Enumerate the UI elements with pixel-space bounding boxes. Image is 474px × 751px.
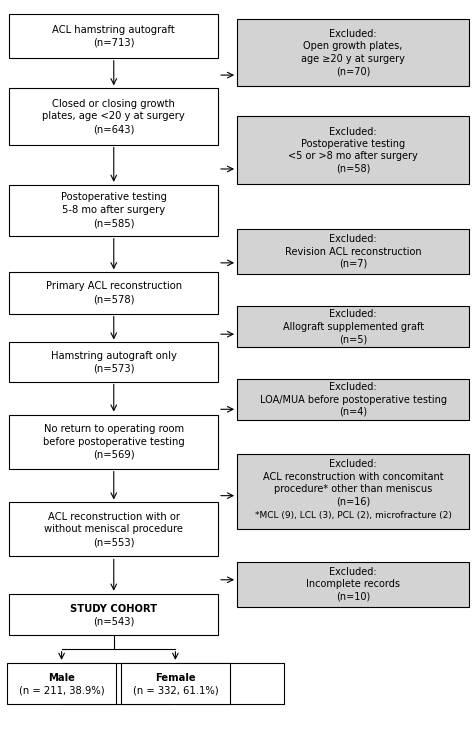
Text: Excluded:
ACL reconstruction with concomitant
procedure* other than meniscus
(n=: Excluded: ACL reconstruction with concom… [263, 460, 444, 506]
FancyBboxPatch shape [9, 502, 218, 556]
FancyBboxPatch shape [62, 663, 171, 704]
Text: Male: Male [48, 674, 75, 683]
FancyBboxPatch shape [237, 19, 469, 86]
Text: Female: Female [155, 674, 196, 683]
Text: STUDY COHORT: STUDY COHORT [70, 604, 157, 614]
Text: Closed or closing growth
plates, age <20 y at surgery
(n=643): Closed or closing growth plates, age <20… [42, 98, 185, 134]
FancyBboxPatch shape [7, 663, 116, 704]
Text: Excluded:
Incomplete records
(n=10): Excluded: Incomplete records (n=10) [306, 567, 400, 602]
FancyBboxPatch shape [237, 306, 469, 347]
Text: Excluded:
LOA/MUA before postoperative testing
(n=4): Excluded: LOA/MUA before postoperative t… [260, 382, 447, 417]
FancyBboxPatch shape [121, 663, 230, 704]
FancyBboxPatch shape [9, 415, 218, 469]
Text: ACL hamstring autograft
(n=713): ACL hamstring autograft (n=713) [53, 25, 175, 47]
Text: (n = 211, 38.9%): (n = 211, 38.9%) [19, 686, 104, 696]
Text: *MCL (9), LCL (3), PCL (2), microfracture (2): *MCL (9), LCL (3), PCL (2), microfractur… [255, 511, 452, 520]
Text: Excluded:
Postoperative testing
<5 or >8 mo after surgery
(n=58): Excluded: Postoperative testing <5 or >8… [288, 127, 418, 173]
FancyBboxPatch shape [9, 185, 218, 236]
Text: Excluded:
Open growth plates,
age ≥20 y at surgery
(n=70): Excluded: Open growth plates, age ≥20 y … [301, 29, 405, 76]
FancyBboxPatch shape [9, 89, 218, 144]
Text: (n = 332, 61.1%): (n = 332, 61.1%) [133, 686, 218, 696]
Text: Primary ACL reconstruction
(n=578): Primary ACL reconstruction (n=578) [46, 282, 182, 304]
FancyBboxPatch shape [237, 379, 469, 421]
FancyBboxPatch shape [9, 342, 218, 382]
Text: Excluded:
Revision ACL reconstruction
(n=7): Excluded: Revision ACL reconstruction (n… [285, 234, 421, 269]
Text: No return to operating room
before postoperative testing
(n=569): No return to operating room before posto… [43, 424, 185, 460]
FancyBboxPatch shape [237, 116, 469, 184]
FancyBboxPatch shape [9, 14, 218, 58]
FancyBboxPatch shape [237, 229, 469, 274]
Text: Postoperative testing
5-8 mo after surgery
(n=585): Postoperative testing 5-8 mo after surge… [61, 192, 167, 228]
FancyBboxPatch shape [9, 272, 218, 313]
Text: ACL reconstruction with or
without meniscal procedure
(n=553): ACL reconstruction with or without menis… [44, 511, 183, 547]
Text: (n=543): (n=543) [93, 617, 135, 627]
FancyBboxPatch shape [237, 562, 469, 607]
Text: Excluded:
Allograft supplemented graft
(n=5): Excluded: Allograft supplemented graft (… [283, 309, 424, 344]
FancyBboxPatch shape [175, 663, 284, 704]
FancyBboxPatch shape [237, 454, 469, 529]
Text: Hamstring autograft only
(n=573): Hamstring autograft only (n=573) [51, 351, 177, 373]
FancyBboxPatch shape [9, 593, 218, 635]
